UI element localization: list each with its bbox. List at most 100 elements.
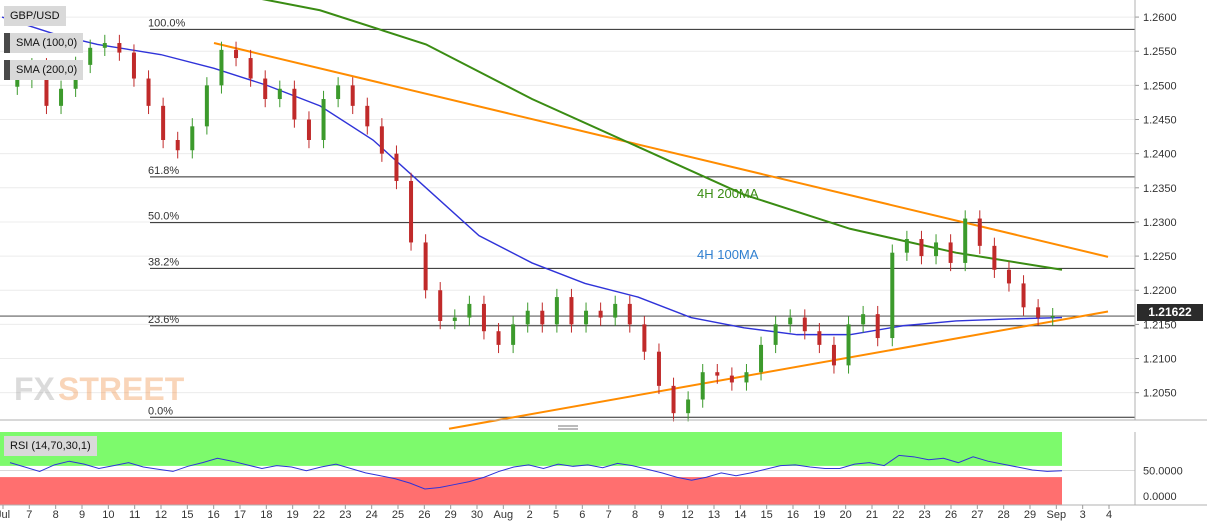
candle-body bbox=[394, 153, 399, 181]
candle-body bbox=[234, 49, 239, 59]
fib-label: 38.2% bbox=[148, 256, 179, 268]
fxstreet-watermark-logo: FX STREET bbox=[14, 371, 185, 407]
annotation-100ma: 4H 100MA bbox=[697, 247, 759, 262]
time-tick-label: 23 bbox=[339, 509, 351, 521]
time-tick-label: 14 bbox=[734, 509, 746, 521]
candle-body bbox=[817, 331, 822, 345]
rsi-oversold-zone bbox=[0, 477, 1062, 505]
price-tick-label: 1.2300 bbox=[1143, 217, 1177, 229]
candle-body bbox=[919, 239, 924, 257]
candle-body bbox=[744, 372, 749, 383]
candle-body bbox=[467, 303, 472, 318]
time-tick-label: 30 bbox=[471, 509, 483, 521]
fib-label: 0.0% bbox=[148, 405, 173, 417]
trendlines bbox=[213, 42, 1109, 430]
candle-body bbox=[44, 66, 49, 106]
time-tick-label: 19 bbox=[287, 509, 299, 521]
candle-body bbox=[788, 317, 793, 325]
time-tick-label: 16 bbox=[208, 509, 220, 521]
time-tick-label: 21 bbox=[866, 509, 878, 521]
time-tick-label: Jul bbox=[0, 509, 10, 521]
annotation-200ma: 4H 200MA bbox=[697, 186, 759, 201]
candle-body bbox=[642, 324, 647, 352]
legend-symbol[interactable]: GBP/USD bbox=[4, 6, 66, 26]
fib-label: 100.0% bbox=[148, 17, 186, 29]
candle-body bbox=[700, 372, 705, 400]
legend-rsi[interactable]: RSI (14,70,30,1) bbox=[4, 436, 97, 456]
time-tick-label: 24 bbox=[366, 509, 378, 521]
symbol-label: GBP/USD bbox=[10, 10, 60, 22]
candle-body bbox=[481, 303, 486, 332]
svg-text:FX: FX bbox=[14, 371, 56, 407]
time-tick-label: 19 bbox=[813, 509, 825, 521]
annotations: 4H 200MA 4H 100MA bbox=[697, 186, 759, 262]
price-tick-label: 1.2400 bbox=[1143, 149, 1177, 161]
fib-label: 50.0% bbox=[148, 211, 179, 223]
fib-label: 61.8% bbox=[148, 165, 179, 177]
candle-body bbox=[219, 49, 224, 86]
time-tick-label: 18 bbox=[260, 509, 272, 521]
rsi-label: RSI (14,70,30,1) bbox=[10, 440, 91, 452]
candle-body bbox=[569, 297, 574, 325]
resize-handle[interactable] bbox=[558, 425, 578, 430]
candle-body bbox=[350, 85, 355, 106]
time-tick-label: 25 bbox=[392, 509, 404, 521]
candle-body bbox=[729, 375, 734, 383]
candle-body bbox=[306, 119, 311, 140]
rsi-panel: 50.0000 0.0000 bbox=[0, 432, 1183, 505]
time-tick-label: 4 bbox=[1106, 509, 1112, 521]
candle-body bbox=[1050, 316, 1055, 318]
candle-body bbox=[875, 314, 880, 339]
price-tick-label: 1.2600 bbox=[1143, 12, 1177, 24]
candle-body bbox=[59, 88, 64, 106]
candle-body bbox=[554, 297, 559, 325]
time-axis: Jul789101112151617181922232425262930Aug2… bbox=[0, 504, 1207, 521]
time-tick-label: 12 bbox=[682, 509, 694, 521]
price-tick-label: 1.2450 bbox=[1143, 115, 1177, 127]
candle-body bbox=[686, 399, 691, 414]
candle-body bbox=[671, 385, 676, 414]
candle-body bbox=[1036, 307, 1041, 318]
time-tick-label: 8 bbox=[632, 509, 638, 521]
candle-body bbox=[759, 344, 764, 373]
candle-body bbox=[496, 331, 501, 345]
main-panel bbox=[0, 0, 1135, 420]
candle-body bbox=[656, 351, 661, 386]
time-tick-label: 16 bbox=[787, 509, 799, 521]
time-tick-label: 11 bbox=[129, 509, 140, 521]
time-tick-label: 9 bbox=[658, 509, 664, 521]
candle-body bbox=[525, 310, 530, 325]
candle-body bbox=[190, 126, 195, 151]
candle-body bbox=[263, 78, 268, 100]
candle-body bbox=[248, 58, 253, 79]
candle-body bbox=[802, 317, 807, 332]
time-tick-label: 5 bbox=[553, 509, 559, 521]
price-tick-label: 1.2200 bbox=[1143, 285, 1177, 297]
candle-body bbox=[977, 218, 982, 246]
candle-body bbox=[438, 290, 443, 321]
fib-label: 23.6% bbox=[148, 314, 179, 326]
legend-sma-100[interactable]: SMA (100,0) bbox=[4, 33, 84, 53]
candle-body bbox=[1006, 269, 1011, 284]
time-tick-label: 10 bbox=[102, 509, 114, 521]
candle-body bbox=[161, 105, 166, 140]
candle-body bbox=[511, 324, 516, 345]
time-tick-label: 9 bbox=[79, 509, 85, 521]
legend-sma-100-swatch bbox=[4, 33, 10, 53]
candle-body bbox=[204, 85, 209, 127]
candle-body bbox=[1021, 283, 1026, 308]
trendline-resistance bbox=[213, 42, 1109, 258]
time-tick-label: 22 bbox=[313, 509, 325, 521]
candle-body bbox=[613, 303, 618, 318]
legend-sma-200[interactable]: SMA (200,0) bbox=[4, 60, 84, 80]
time-tick-label: 7 bbox=[26, 509, 32, 521]
candle-body bbox=[131, 52, 136, 79]
candle-body bbox=[948, 242, 953, 263]
candle-body bbox=[627, 303, 632, 325]
svg-text:STREET: STREET bbox=[58, 371, 185, 407]
time-tick-label: 28 bbox=[998, 509, 1010, 521]
time-tick-label: 7 bbox=[606, 509, 612, 521]
rsi-tick-label: 50.0000 bbox=[1143, 466, 1183, 478]
